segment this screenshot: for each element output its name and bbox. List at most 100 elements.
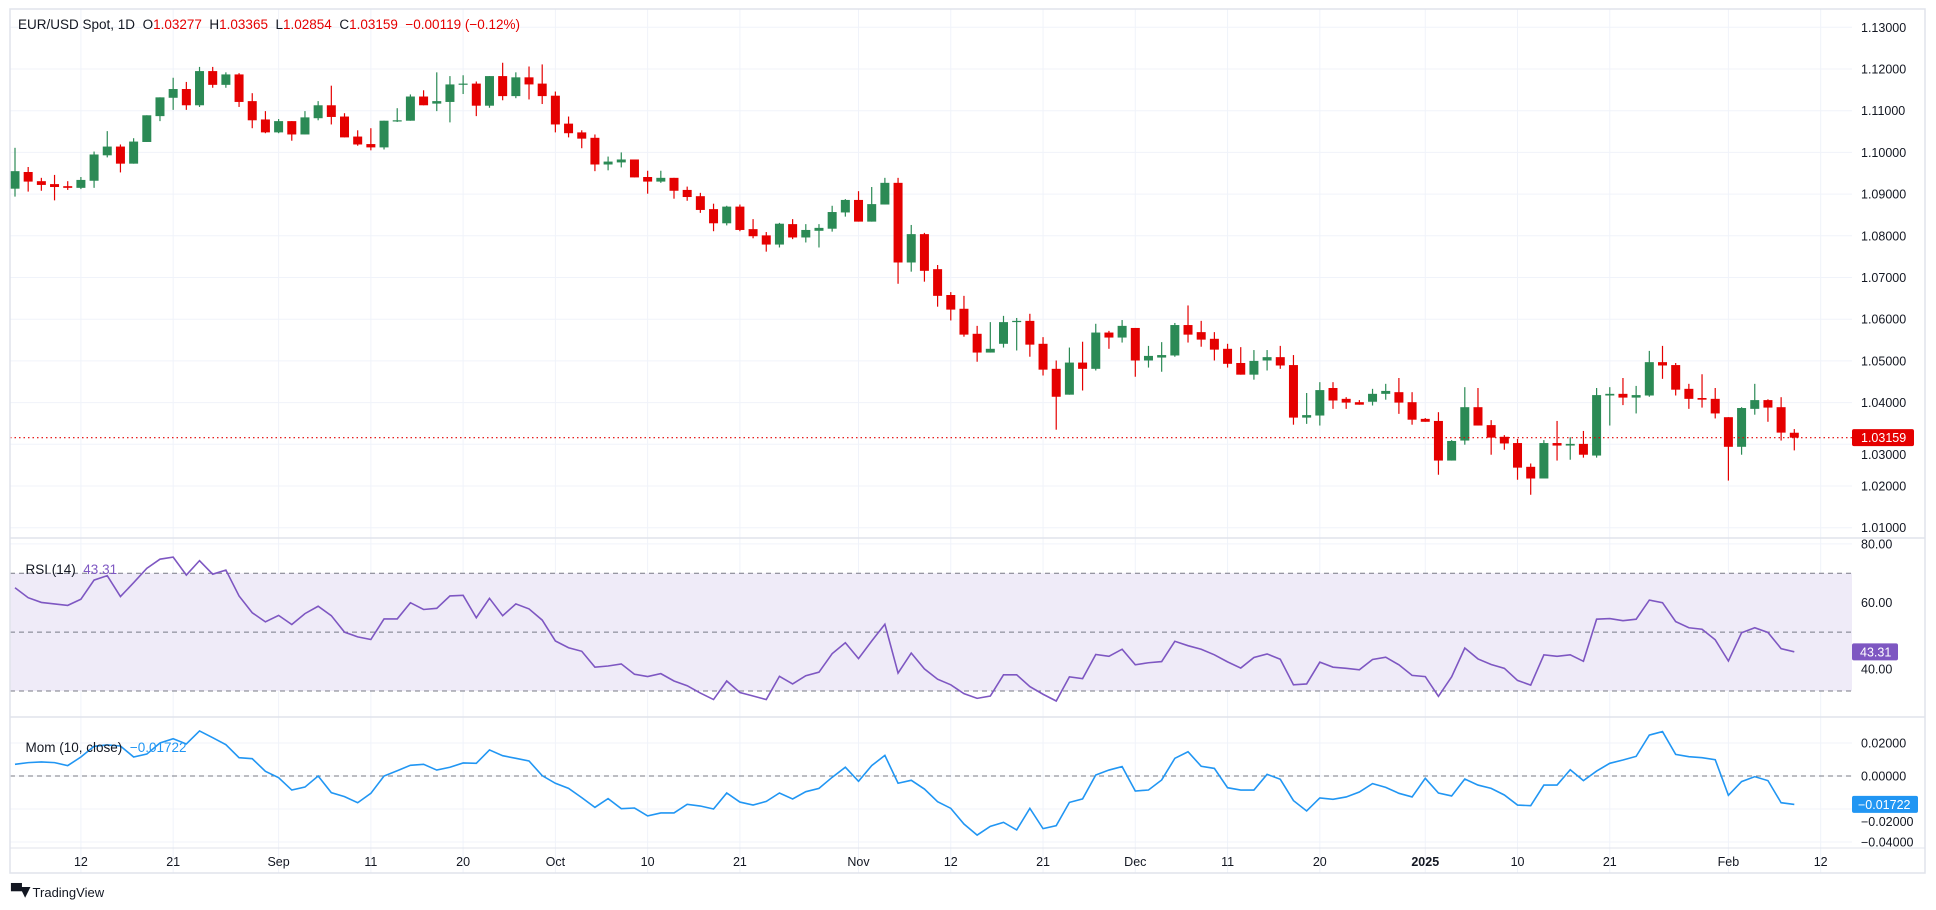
candle[interactable] xyxy=(972,325,982,362)
candle[interactable] xyxy=(1091,323,1101,371)
candle[interactable] xyxy=(392,108,402,122)
candle[interactable] xyxy=(1117,320,1127,343)
candle[interactable] xyxy=(511,72,521,99)
candle[interactable] xyxy=(933,264,943,307)
candle[interactable] xyxy=(616,152,626,168)
candle[interactable] xyxy=(498,62,508,101)
candle[interactable] xyxy=(669,177,679,199)
candle[interactable] xyxy=(827,205,837,232)
candle[interactable] xyxy=(1565,437,1575,460)
candle[interactable] xyxy=(1420,418,1430,422)
candle[interactable] xyxy=(1658,345,1667,379)
candle[interactable] xyxy=(1473,388,1483,426)
candle[interactable] xyxy=(1209,332,1219,361)
candle[interactable] xyxy=(1776,397,1786,441)
candle[interactable] xyxy=(102,131,112,158)
momentum-legend[interactable]: Mom (10, close) −0.01722 xyxy=(18,725,187,755)
candle[interactable] xyxy=(234,73,244,107)
candle[interactable] xyxy=(471,81,481,117)
candle[interactable] xyxy=(999,315,1008,348)
candle[interactable] xyxy=(788,219,798,240)
candle[interactable] xyxy=(1302,393,1312,424)
rsi-legend[interactable]: RSI (14) 43.31 xyxy=(18,547,118,577)
candle[interactable] xyxy=(458,75,468,95)
candle[interactable] xyxy=(445,76,455,123)
candle[interactable] xyxy=(1368,388,1378,406)
candle[interactable] xyxy=(735,204,745,232)
candle[interactable] xyxy=(1447,440,1457,461)
candle[interactable] xyxy=(1354,400,1364,405)
candle[interactable] xyxy=(89,151,99,188)
candle[interactable] xyxy=(129,138,139,164)
candle[interactable] xyxy=(155,97,165,122)
candle[interactable] xyxy=(405,94,415,121)
candle[interactable] xyxy=(1737,407,1747,455)
candle[interactable] xyxy=(959,295,969,337)
candle[interactable] xyxy=(1723,417,1733,481)
candle[interactable] xyxy=(1697,374,1707,408)
candle[interactable] xyxy=(656,170,666,183)
candle[interactable] xyxy=(142,115,152,142)
candle[interactable] xyxy=(643,170,653,194)
candle[interactable] xyxy=(603,156,613,171)
candle[interactable] xyxy=(1038,337,1048,376)
candle[interactable] xyxy=(63,181,73,190)
candle[interactable] xyxy=(906,224,916,272)
candle[interactable] xyxy=(274,119,284,134)
candle[interactable] xyxy=(1460,387,1470,445)
candle[interactable] xyxy=(1262,350,1272,371)
candle[interactable] xyxy=(1750,383,1760,415)
candle[interactable] xyxy=(1130,327,1140,377)
candle[interactable] xyxy=(946,292,956,321)
candle[interactable] xyxy=(1539,440,1549,479)
candle[interactable] xyxy=(195,66,205,107)
candle[interactable] xyxy=(550,91,560,133)
candle[interactable] xyxy=(1249,350,1259,380)
candle[interactable] xyxy=(774,222,784,248)
candle[interactable] xyxy=(1407,392,1417,425)
candle[interactable] xyxy=(247,93,257,129)
candle[interactable] xyxy=(590,134,600,172)
candle[interactable] xyxy=(1196,320,1206,347)
candle[interactable] xyxy=(564,116,574,138)
candle[interactable] xyxy=(432,72,442,112)
candle[interactable] xyxy=(1328,382,1338,409)
candle[interactable] xyxy=(10,147,20,197)
candle[interactable] xyxy=(1315,382,1325,426)
candle[interactable] xyxy=(326,85,336,125)
candle[interactable] xyxy=(893,177,903,284)
candle[interactable] xyxy=(313,101,323,121)
candle[interactable] xyxy=(1789,429,1799,451)
candle[interactable] xyxy=(537,64,547,105)
candle[interactable] xyxy=(1183,305,1193,343)
candle[interactable] xyxy=(1526,463,1536,495)
candle[interactable] xyxy=(748,219,758,239)
candle[interactable] xyxy=(1012,317,1022,351)
candle[interactable] xyxy=(50,174,60,201)
candle[interactable] xyxy=(1433,412,1443,475)
candle[interactable] xyxy=(814,224,824,248)
candle[interactable] xyxy=(985,322,995,353)
symbol-title[interactable]: EUR/USD Spot, 1D xyxy=(18,17,136,32)
candle[interactable] xyxy=(379,120,389,150)
candle[interactable] xyxy=(577,130,587,149)
candle[interactable] xyxy=(221,72,231,88)
candle[interactable] xyxy=(1671,362,1681,396)
candle[interactable] xyxy=(1631,385,1641,414)
candle[interactable] xyxy=(1710,388,1720,419)
candle[interactable] xyxy=(115,144,125,173)
candle[interactable] xyxy=(682,186,692,201)
candle[interactable] xyxy=(287,121,297,141)
candle[interactable] xyxy=(419,90,429,106)
candle[interactable] xyxy=(1275,345,1285,369)
candle[interactable] xyxy=(1381,383,1391,400)
candle[interactable] xyxy=(1143,345,1153,368)
candle[interactable] xyxy=(1341,397,1351,409)
candle[interactable] xyxy=(1157,342,1167,372)
candle[interactable] xyxy=(1236,347,1246,375)
candle[interactable] xyxy=(366,128,376,151)
candle[interactable] xyxy=(1592,388,1602,458)
candle[interactable] xyxy=(353,130,363,146)
candle[interactable] xyxy=(340,113,349,138)
candle[interactable] xyxy=(1170,322,1180,357)
